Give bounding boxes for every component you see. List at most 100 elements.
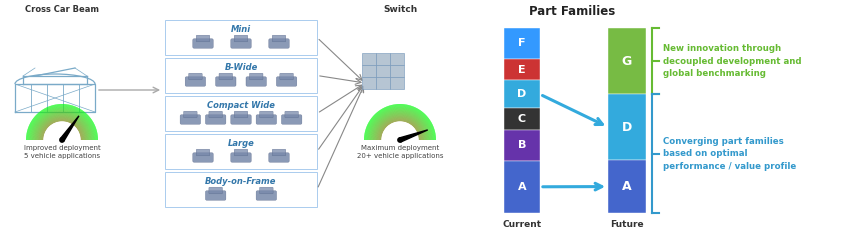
Polygon shape xyxy=(43,121,81,140)
Polygon shape xyxy=(376,117,424,140)
Polygon shape xyxy=(380,120,420,140)
FancyBboxPatch shape xyxy=(165,20,317,55)
Text: E: E xyxy=(518,65,526,75)
Polygon shape xyxy=(369,108,431,140)
Text: Current: Current xyxy=(503,220,542,229)
Polygon shape xyxy=(379,119,421,140)
Bar xyxy=(608,160,646,213)
FancyBboxPatch shape xyxy=(180,115,201,124)
Polygon shape xyxy=(38,116,86,140)
Text: G: G xyxy=(622,55,632,67)
Polygon shape xyxy=(42,120,82,140)
FancyBboxPatch shape xyxy=(246,77,266,86)
Polygon shape xyxy=(28,106,96,140)
Polygon shape xyxy=(364,104,436,140)
FancyBboxPatch shape xyxy=(272,35,286,42)
Polygon shape xyxy=(30,108,94,140)
Text: D: D xyxy=(622,121,632,134)
Text: D: D xyxy=(517,89,527,99)
Polygon shape xyxy=(366,106,434,140)
FancyBboxPatch shape xyxy=(362,76,375,89)
Bar xyxy=(608,94,646,160)
Polygon shape xyxy=(34,113,90,140)
Bar xyxy=(504,161,540,213)
FancyBboxPatch shape xyxy=(183,111,197,118)
FancyBboxPatch shape xyxy=(215,77,236,86)
Bar xyxy=(504,130,540,161)
Polygon shape xyxy=(375,115,425,140)
FancyBboxPatch shape xyxy=(256,115,276,124)
Polygon shape xyxy=(368,108,432,140)
FancyBboxPatch shape xyxy=(209,111,222,118)
Polygon shape xyxy=(40,119,84,140)
FancyBboxPatch shape xyxy=(231,39,251,48)
Polygon shape xyxy=(35,114,89,140)
Polygon shape xyxy=(372,112,428,140)
Polygon shape xyxy=(371,111,429,140)
Polygon shape xyxy=(37,115,87,140)
FancyBboxPatch shape xyxy=(389,53,404,64)
Text: Large: Large xyxy=(227,139,254,148)
Bar xyxy=(608,28,646,94)
Text: Mini: Mini xyxy=(231,25,251,34)
Polygon shape xyxy=(373,113,427,140)
Polygon shape xyxy=(40,117,84,140)
Polygon shape xyxy=(31,109,93,140)
Text: B-Wide: B-Wide xyxy=(225,63,257,72)
Text: New innovation through
decoupled development and
global benchmarking: New innovation through decoupled develop… xyxy=(663,44,802,78)
Polygon shape xyxy=(373,113,427,140)
Polygon shape xyxy=(368,107,432,140)
Polygon shape xyxy=(40,118,84,140)
FancyBboxPatch shape xyxy=(165,96,317,131)
Text: Body-on-Frame: Body-on-Frame xyxy=(205,177,276,186)
Polygon shape xyxy=(367,107,433,140)
Polygon shape xyxy=(26,104,98,140)
Text: B: B xyxy=(517,140,526,150)
FancyBboxPatch shape xyxy=(362,53,375,64)
Polygon shape xyxy=(35,113,89,140)
Polygon shape xyxy=(378,118,422,140)
FancyBboxPatch shape xyxy=(276,77,297,86)
FancyBboxPatch shape xyxy=(189,73,202,80)
FancyBboxPatch shape xyxy=(272,149,286,156)
FancyBboxPatch shape xyxy=(206,115,226,124)
Polygon shape xyxy=(376,116,424,140)
FancyBboxPatch shape xyxy=(389,64,404,76)
Polygon shape xyxy=(34,111,90,140)
Polygon shape xyxy=(29,107,95,140)
FancyBboxPatch shape xyxy=(196,35,210,42)
Polygon shape xyxy=(378,118,422,140)
Bar xyxy=(504,59,540,80)
Circle shape xyxy=(44,122,80,158)
Polygon shape xyxy=(34,112,90,140)
Polygon shape xyxy=(36,114,88,140)
Text: Converging part families
based on optimal
performance / value profile: Converging part families based on optima… xyxy=(663,137,796,171)
Polygon shape xyxy=(400,130,428,142)
Polygon shape xyxy=(366,106,434,140)
Polygon shape xyxy=(374,114,426,140)
FancyBboxPatch shape xyxy=(375,76,389,89)
FancyBboxPatch shape xyxy=(282,115,302,124)
FancyBboxPatch shape xyxy=(375,53,389,64)
FancyBboxPatch shape xyxy=(285,111,299,118)
Text: Maximum deployment
20+ vehicle applications: Maximum deployment 20+ vehicle applicati… xyxy=(356,145,443,159)
Polygon shape xyxy=(32,110,92,140)
Polygon shape xyxy=(31,109,93,140)
Polygon shape xyxy=(36,114,88,140)
Polygon shape xyxy=(377,117,423,140)
Polygon shape xyxy=(33,110,91,140)
Polygon shape xyxy=(381,121,419,140)
Text: Improved deployment
5 vehicle applications: Improved deployment 5 vehicle applicatio… xyxy=(23,145,101,159)
FancyBboxPatch shape xyxy=(196,149,210,156)
Polygon shape xyxy=(369,110,430,140)
Polygon shape xyxy=(369,109,430,140)
Circle shape xyxy=(382,122,418,158)
FancyBboxPatch shape xyxy=(193,153,214,162)
Polygon shape xyxy=(38,116,86,140)
FancyBboxPatch shape xyxy=(389,76,404,89)
Polygon shape xyxy=(370,110,430,140)
FancyBboxPatch shape xyxy=(259,187,273,194)
Polygon shape xyxy=(364,104,436,140)
Polygon shape xyxy=(370,110,430,140)
Polygon shape xyxy=(30,108,94,140)
